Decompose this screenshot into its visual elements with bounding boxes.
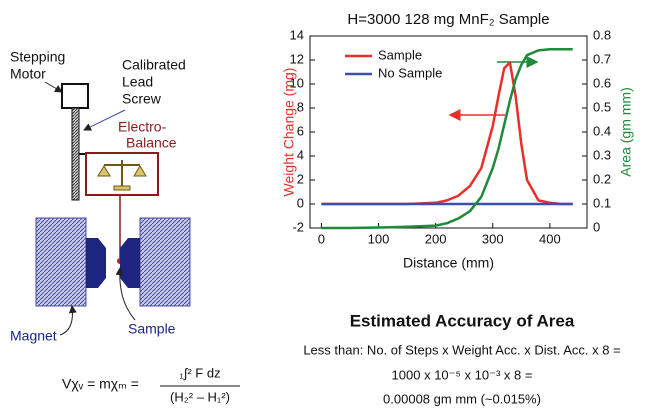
y2-tick-label: 0.5 bbox=[593, 99, 611, 114]
pointer bbox=[59, 305, 77, 336]
y-tick-label: 2 bbox=[297, 171, 304, 186]
y-tick-label: 6 bbox=[297, 123, 304, 138]
y2-tick-label: 0.1 bbox=[593, 195, 611, 210]
y2-tick-label: 0.8 bbox=[593, 27, 611, 42]
motor-label: Motor bbox=[10, 66, 46, 82]
screw-label: Lead bbox=[122, 74, 153, 90]
x-axis-label: Distance (mm) bbox=[403, 255, 494, 271]
y-tick-label: 10 bbox=[290, 75, 304, 90]
accuracy-line: 1000 x 10⁻⁵ x 10⁻³ x 8 = bbox=[392, 367, 533, 382]
y2-tick-label: 0.3 bbox=[593, 147, 611, 162]
chart-title: H=3000 128 mg MnF₂ Sample bbox=[347, 11, 549, 28]
y-tick-label: -2 bbox=[292, 219, 304, 234]
y2-tick-label: 0.7 bbox=[593, 51, 611, 66]
pointer bbox=[44, 81, 63, 93]
y2-tick-label: 0.2 bbox=[593, 171, 611, 186]
y-tick-label: 14 bbox=[290, 27, 304, 42]
apparatus-diagram: Stepping Motor Calibrated Lead Screw Ele… bbox=[10, 49, 240, 404]
legend-label: Sample bbox=[378, 47, 422, 62]
motor-label: Stepping bbox=[10, 49, 65, 65]
accuracy-line: Less than: No. of Steps x Weight Acc. x … bbox=[303, 342, 620, 357]
x-tick-label: 400 bbox=[539, 231, 561, 246]
balance-label: Balance bbox=[126, 135, 177, 151]
x-tick-label: 0 bbox=[318, 231, 325, 246]
lead-screw bbox=[71, 107, 80, 201]
pointer bbox=[115, 267, 136, 321]
x-tick-label: 100 bbox=[368, 231, 390, 246]
screw-label: Screw bbox=[122, 91, 162, 107]
magnet-pole bbox=[139, 217, 191, 307]
formula: Vχᵥ = mχₘ = bbox=[62, 376, 139, 392]
y2-axis-label: Area (gm mm) bbox=[618, 87, 634, 176]
accuracy-title: Estimated Accuracy of Area bbox=[350, 311, 575, 330]
motor bbox=[61, 83, 89, 109]
accuracy-line: 0.00008 gm mm (~0.015%) bbox=[383, 391, 541, 406]
y-tick-label: 4 bbox=[297, 147, 304, 162]
magnet-pole bbox=[35, 217, 87, 307]
y-tick-label: 0 bbox=[297, 195, 304, 210]
sample-label: Sample bbox=[128, 321, 176, 337]
screw-label: Calibrated bbox=[122, 57, 186, 73]
magnet-label: Magnet bbox=[10, 328, 57, 344]
pole-piece bbox=[120, 238, 140, 288]
y2-tick-label: 0.6 bbox=[593, 75, 611, 90]
series-line bbox=[321, 61, 573, 206]
x-tick-label: 200 bbox=[425, 231, 447, 246]
y-tick-label: 8 bbox=[297, 99, 304, 114]
y-axis-label: Weight Change (mg) bbox=[281, 68, 297, 197]
y2-tick-label: 0.4 bbox=[593, 123, 611, 138]
balance-icon bbox=[97, 160, 147, 191]
x-tick-label: 300 bbox=[482, 231, 504, 246]
series-line bbox=[321, 47, 573, 230]
pole-piece bbox=[86, 238, 106, 288]
pointer bbox=[83, 109, 126, 131]
formula: ₁∫² F dz bbox=[179, 365, 220, 380]
y-tick-label: 12 bbox=[290, 51, 304, 66]
balance-label: Electro- bbox=[118, 119, 167, 135]
y2-tick-label: 0 bbox=[593, 219, 600, 234]
formula: (H₂² – H₁²) bbox=[170, 389, 230, 404]
legend-label: No Sample bbox=[378, 65, 442, 80]
